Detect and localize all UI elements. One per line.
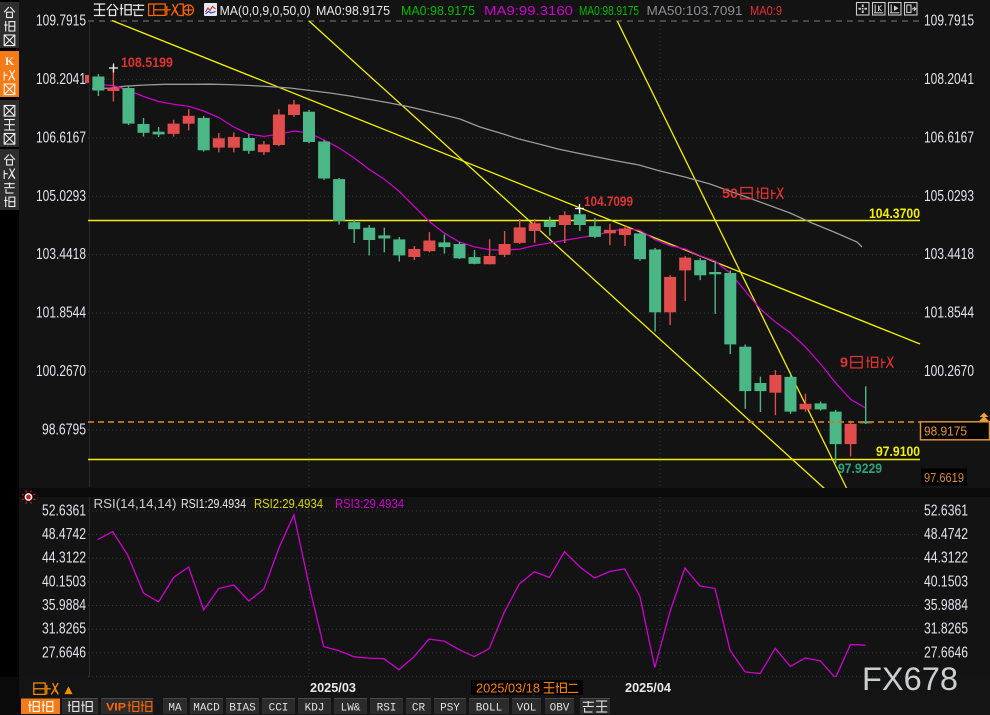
svg-text:97.6619: 97.6619: [924, 470, 964, 485]
svg-text:44.3122: 44.3122: [924, 550, 968, 567]
svg-text:98.9175: 98.9175: [924, 424, 967, 439]
svg-text:CR: CR: [412, 703, 426, 715]
svg-text:48.4742: 48.4742: [42, 526, 86, 543]
svg-text:CCI: CCI: [269, 703, 289, 715]
svg-text:44.3122: 44.3122: [42, 550, 86, 567]
svg-text:50: 50: [722, 185, 738, 201]
svg-text:97.9229: 97.9229: [838, 460, 882, 476]
svg-text:9: 9: [840, 354, 848, 370]
svg-text:100.2670: 100.2670: [924, 363, 974, 380]
svg-text:BIAS: BIAS: [229, 703, 256, 715]
svg-text:MA0:98.9175: MA0:98.9175: [401, 3, 475, 18]
svg-text:105.0293: 105.0293: [36, 188, 86, 205]
svg-text:108.2041: 108.2041: [924, 71, 974, 88]
svg-text:105.0293: 105.0293: [924, 188, 974, 205]
svg-text:MA50:103.7091: MA50:103.7091: [647, 3, 743, 18]
svg-text:MA9:99.3160: MA9:99.3160: [484, 3, 573, 18]
svg-text:OBV: OBV: [550, 703, 570, 715]
svg-text:109.7915: 109.7915: [36, 13, 86, 30]
svg-text:98.6795: 98.6795: [42, 422, 86, 439]
svg-text:52.6361: 52.6361: [42, 502, 86, 519]
svg-text:35.9884: 35.9884: [924, 597, 968, 614]
svg-text:2025/03: 2025/03: [310, 680, 356, 695]
svg-text:108.2041: 108.2041: [36, 71, 86, 88]
svg-text:40.1503: 40.1503: [42, 573, 86, 590]
svg-text:MA(0,0,9,0,50,0): MA(0,0,9,0,50,0): [220, 3, 311, 18]
svg-text:RSI2:29.4934: RSI2:29.4934: [254, 496, 323, 511]
svg-text:109.7915: 109.7915: [924, 13, 974, 30]
svg-text:40.1503: 40.1503: [924, 573, 968, 590]
svg-text:RSI: RSI: [377, 703, 397, 715]
svg-text:27.6646: 27.6646: [42, 644, 86, 661]
svg-text:100.2670: 100.2670: [36, 363, 86, 380]
svg-text:MACD: MACD: [193, 703, 220, 715]
svg-text:103.4418: 103.4418: [36, 246, 86, 263]
svg-text:K: K: [5, 54, 15, 68]
svg-text:RSI1:29.4934: RSI1:29.4934: [181, 496, 246, 511]
svg-text:101.8544: 101.8544: [36, 305, 86, 322]
svg-text:MA: MA: [168, 703, 182, 715]
svg-text:103.4418: 103.4418: [924, 246, 974, 263]
svg-text:104.3700: 104.3700: [869, 205, 920, 221]
svg-text:BOLL: BOLL: [476, 703, 502, 715]
svg-text:PSY: PSY: [440, 703, 460, 715]
svg-text:31.8265: 31.8265: [42, 621, 86, 638]
svg-text:52.6361: 52.6361: [924, 502, 968, 519]
svg-text:104.7099: 104.7099: [584, 193, 633, 209]
svg-text:MA0:98.9175: MA0:98.9175: [316, 3, 390, 18]
svg-text:97.9100: 97.9100: [876, 443, 920, 459]
svg-text:RSI(14,14,14): RSI(14,14,14): [94, 496, 177, 511]
svg-text:35.9884: 35.9884: [42, 597, 86, 614]
svg-text:48.4742: 48.4742: [924, 526, 968, 543]
svg-text:MA0:98.9175: MA0:98.9175: [579, 3, 639, 18]
svg-text:FX678: FX678: [862, 661, 958, 697]
svg-text:31.8265: 31.8265: [924, 621, 968, 638]
svg-text:VIP: VIP: [106, 702, 126, 714]
svg-text:108.5199: 108.5199: [121, 54, 173, 70]
svg-text:MA0:9: MA0:9: [750, 3, 782, 18]
svg-text:101.8544: 101.8544: [924, 305, 974, 322]
svg-text:VOL: VOL: [517, 703, 537, 715]
svg-text:2025/03/18: 2025/03/18: [476, 681, 540, 696]
svg-text:KDJ: KDJ: [305, 703, 325, 715]
svg-text:LW&: LW&: [341, 703, 361, 715]
svg-text:27.6646: 27.6646: [924, 644, 968, 661]
svg-text:106.6167: 106.6167: [924, 129, 974, 146]
svg-text:RSI3:29.4934: RSI3:29.4934: [335, 496, 404, 511]
svg-text:2025/04: 2025/04: [625, 680, 672, 695]
svg-text:106.6167: 106.6167: [36, 129, 86, 146]
